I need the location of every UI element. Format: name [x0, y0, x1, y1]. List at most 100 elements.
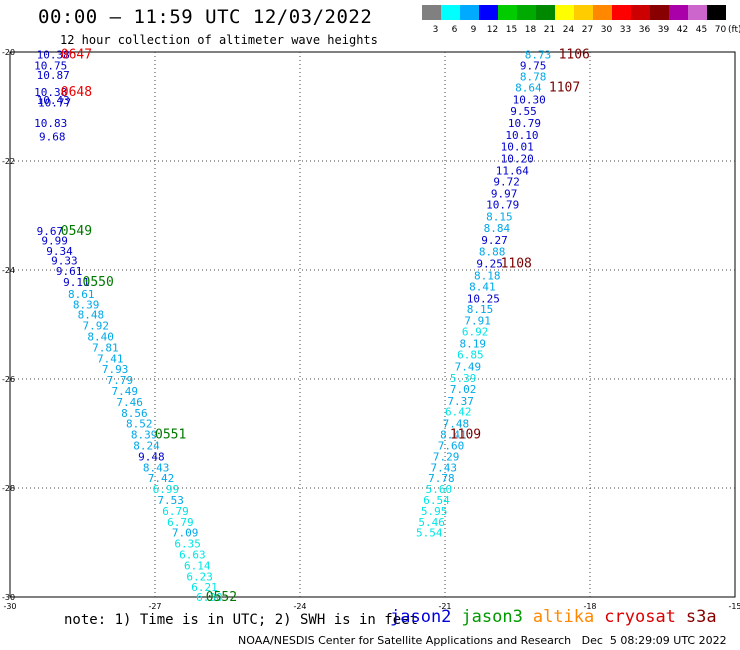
time-label: 1108	[501, 256, 532, 271]
wave-height-label: 7.46	[116, 396, 143, 409]
wave-height-label: 7.91	[464, 315, 491, 328]
wave-height-label: 5.95	[421, 505, 448, 518]
wave-height-label: 9.67	[37, 225, 64, 238]
y-tick-label: -24	[2, 266, 15, 275]
time-label: 0551	[155, 428, 186, 443]
wave-height-label: 8.24	[133, 439, 160, 452]
satellite-name: s3a	[685, 607, 717, 627]
wave-height-label: 8.73	[525, 49, 552, 62]
y-tick-label: -26	[2, 375, 15, 384]
wave-height-label: 8.15	[467, 303, 494, 316]
wave-height-label: 6.42	[445, 406, 472, 419]
time-label: 1106	[559, 48, 590, 63]
wave-height-label: 8.19	[460, 338, 487, 351]
satellite-name: jason2	[390, 607, 452, 627]
footer-note: note: 1) Time is in UTC; 2) SWH is in fe…	[64, 612, 419, 628]
wave-height-label: 10.38	[37, 49, 70, 62]
wave-height-label: 10.87	[37, 69, 70, 82]
wave-height-label: 6.21	[191, 581, 218, 594]
legend-label: 6	[452, 25, 458, 35]
legend-swatch	[517, 5, 536, 20]
wave-height-label: 5.60	[426, 483, 453, 496]
x-tick-label: -30	[3, 602, 16, 611]
wave-height-label: 7.41	[97, 352, 124, 365]
wave-height-label: 6.54	[423, 494, 450, 507]
wave-height-label: 8.18	[474, 269, 501, 282]
time-label: 0549	[61, 224, 92, 239]
wave-height-label: 7.48	[443, 418, 470, 431]
satellite-legend: jason2 jason3 altika cryosat s3a	[390, 607, 727, 627]
wave-height-label: 7.42	[148, 472, 175, 485]
wave-height-label: 11.64	[496, 164, 529, 177]
page-title: 00:00 – 11:59 UTC 12/03/2022	[38, 6, 373, 28]
x-tick-label: -15	[728, 602, 740, 611]
wave-height-label: 10.30	[513, 93, 546, 106]
legend-label: 3	[433, 25, 439, 35]
wave-height-label: 10.79	[508, 117, 541, 130]
wave-height-label: 9.55	[510, 105, 537, 118]
wave-height-label: 7.37	[447, 395, 474, 408]
wave-height-label: 6.79	[162, 505, 189, 518]
wave-height-label: 7.49	[455, 360, 482, 373]
legend-label: 24	[563, 25, 575, 35]
satellite-name: jason3	[461, 607, 523, 627]
map-frame	[9, 51, 736, 598]
legend-swatch	[460, 5, 479, 20]
legend-swatch	[479, 5, 498, 20]
y-tick-label: -28	[2, 484, 15, 493]
legend-label: 9	[471, 25, 477, 35]
time-label: 1109	[450, 428, 481, 443]
wave-height-label: 8.39	[131, 429, 158, 442]
wave-height-label: 8.52	[126, 418, 153, 431]
time-label: 0647	[61, 48, 92, 63]
legend-swatch	[688, 5, 707, 20]
satellite-name: altika	[532, 607, 595, 627]
satellite-name: cryosat	[604, 607, 676, 627]
time-label: 0550	[83, 275, 114, 290]
wave-height-label: 7.43	[431, 461, 458, 474]
wave-height-label: 7.92	[83, 320, 110, 333]
y-tick-label: -20	[2, 48, 15, 57]
legend-label: 42	[677, 25, 688, 35]
time-label: 1107	[549, 80, 580, 95]
wave-height-label: 7.79	[107, 374, 133, 387]
wave-height-label: 9.72	[493, 176, 520, 189]
legend-swatch	[669, 5, 688, 20]
legend-swatch	[612, 5, 631, 20]
legend-label: 70	[715, 25, 727, 35]
legend-swatch	[631, 5, 650, 20]
legend-label: 21	[544, 25, 555, 35]
wave-height-label: 8.41	[469, 280, 496, 293]
legend-label: 36	[639, 25, 651, 35]
legend-swatch	[707, 5, 726, 20]
wave-height-label: 8.88	[479, 245, 506, 258]
wave-height-label: 7.09	[172, 527, 199, 540]
legend-label: 33	[620, 25, 631, 35]
wave-height-label: 9.97	[491, 188, 517, 201]
legend-unit: (ft)	[728, 25, 740, 35]
legend-label: 18	[525, 25, 537, 35]
wave-height-label: 10.25	[467, 292, 500, 305]
wave-height-label: 9.99	[41, 235, 68, 248]
legend-swatch	[536, 5, 555, 20]
wave-height-label: 5.46	[418, 516, 445, 529]
legend-label: 39	[658, 25, 670, 35]
wave-height-label: 8.39	[73, 298, 100, 311]
wave-height-label: 9.68	[39, 130, 66, 143]
wave-height-label: 9.61	[56, 265, 83, 278]
wave-height-label: 6.79	[167, 516, 194, 529]
legend-label: 30	[601, 25, 613, 35]
wave-height-label: 8.84	[484, 222, 511, 235]
y-tick-label: -22	[2, 157, 15, 166]
wave-height-label: 10.83	[34, 117, 67, 130]
legend-label: 12	[487, 25, 498, 35]
wave-height-label: 9.27	[481, 234, 508, 247]
wave-height-label: 10.01	[501, 140, 534, 153]
x-tick-label: -18	[583, 602, 596, 611]
wave-height-label: 6.63	[179, 548, 206, 561]
x-tick-label: -24	[293, 602, 306, 611]
wave-height-label: 8.78	[520, 71, 547, 84]
wave-height-label: 9.48	[138, 450, 165, 463]
wave-height-label: 8.43	[143, 461, 170, 474]
wave-height-label: 8.56	[121, 407, 147, 420]
